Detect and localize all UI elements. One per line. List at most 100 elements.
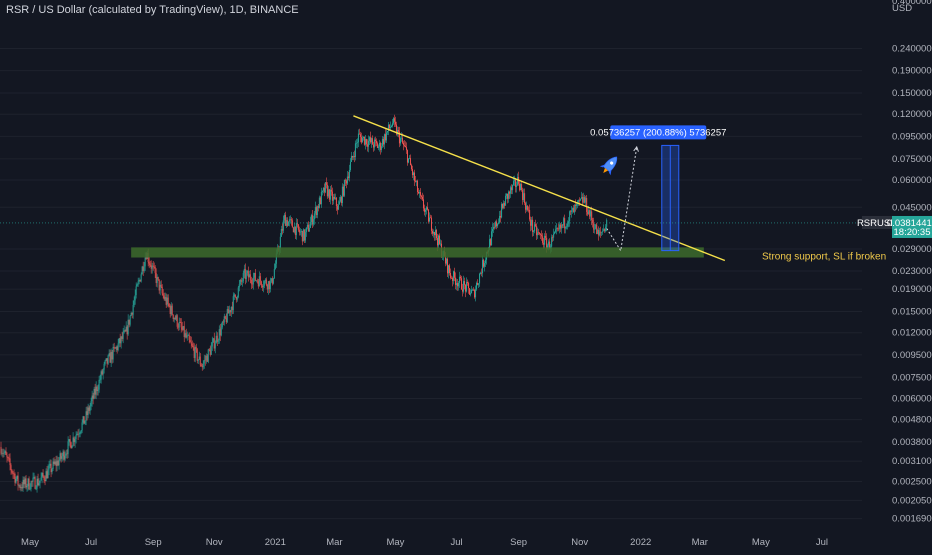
candle-body <box>470 293 472 295</box>
candle-body <box>312 219 314 225</box>
candle-body <box>364 139 366 145</box>
candle-body <box>594 228 596 230</box>
candle-body <box>43 476 45 480</box>
candle-body <box>410 165 412 170</box>
candle-body <box>42 473 44 477</box>
candle-body <box>269 281 271 290</box>
candle-body <box>241 281 243 282</box>
candle-body <box>30 481 32 489</box>
candle-body <box>64 455 66 460</box>
candle-body <box>284 214 286 226</box>
y-tick-label: 0.01900000 <box>892 284 932 295</box>
support-zone[interactable] <box>131 247 704 258</box>
candle-body <box>346 176 348 184</box>
candle-body <box>59 453 61 461</box>
candle-body <box>302 229 304 242</box>
candle-body <box>31 481 33 482</box>
candle-body <box>108 353 110 356</box>
candle-body <box>403 145 405 146</box>
candle-body <box>232 296 234 311</box>
candle-body <box>515 179 517 187</box>
candle-body <box>145 257 147 259</box>
candle-body <box>28 478 30 490</box>
candle-body <box>547 245 549 249</box>
candle-body <box>465 284 467 292</box>
candle-body <box>603 228 605 232</box>
candle-body <box>49 463 51 466</box>
candle-body <box>22 479 24 489</box>
candle-body <box>449 265 451 273</box>
y-tick-label: 0.02900000 <box>892 244 932 255</box>
candle-body <box>117 343 119 351</box>
candle-body <box>601 231 603 233</box>
x-tick-label: Sep <box>145 537 162 548</box>
candle-body <box>224 316 226 319</box>
candle-body <box>262 285 264 288</box>
candle-body <box>569 211 571 222</box>
candle-body <box>576 203 578 206</box>
candle-body <box>211 341 213 347</box>
candle-body <box>412 172 414 176</box>
candle-body <box>557 228 559 229</box>
x-tick-label: Jul <box>816 537 828 548</box>
candle-body <box>482 259 484 274</box>
time-axis[interactable]: May Jul Sep Nov 2021 Mar May Jul Sep Nov 2022 Mar Ma… <box>21 537 828 548</box>
candle-body <box>44 479 46 482</box>
candle-body <box>378 142 380 147</box>
candle-body <box>395 124 397 135</box>
candle-body <box>71 445 73 449</box>
candle-body <box>533 231 535 232</box>
candle-body <box>174 317 176 320</box>
candle-body <box>558 228 560 230</box>
candle-body <box>564 218 566 229</box>
candle-body <box>318 197 320 208</box>
candle-body <box>178 322 180 328</box>
candle-body <box>180 322 182 328</box>
candle-body <box>130 312 132 316</box>
candle-body <box>387 124 389 132</box>
candle-body <box>399 138 401 144</box>
candle-body <box>541 234 543 237</box>
candle-body <box>13 473 15 475</box>
candle-body <box>469 288 471 295</box>
y-tick-label: 0.06000000 <box>892 175 932 186</box>
candle-body <box>41 473 43 478</box>
grid-lines <box>0 47 862 520</box>
price-axis[interactable]: 0.40000000USD 0.24000000 0.19000000 0.15000… <box>892 0 932 525</box>
candle-body <box>499 215 501 223</box>
candle-body <box>390 125 392 127</box>
candle-body <box>107 355 109 364</box>
candle-body <box>265 279 267 286</box>
candle-body <box>349 161 351 171</box>
candle-body <box>239 279 241 285</box>
candle-body <box>353 156 355 158</box>
candle-body <box>36 478 38 489</box>
candle-body <box>292 227 294 233</box>
resistance-trendline[interactable] <box>353 115 726 262</box>
candle-body <box>86 411 88 416</box>
candle-body <box>394 121 396 125</box>
candle-body <box>216 335 218 342</box>
candle-body <box>141 266 143 275</box>
candle-body <box>144 257 146 267</box>
candle-body <box>127 319 129 335</box>
candle-body <box>171 305 173 315</box>
candle-body <box>485 259 487 264</box>
candle-body <box>168 303 170 307</box>
candle-body <box>343 179 345 196</box>
candle-body <box>571 210 573 212</box>
candle-body <box>260 281 262 286</box>
candle-body <box>219 329 221 336</box>
candle-body <box>604 228 606 232</box>
candle-body <box>405 147 407 151</box>
candle-body <box>563 218 565 226</box>
candle-body <box>205 355 207 361</box>
projection-path[interactable] <box>606 146 638 253</box>
candle-body <box>175 315 177 320</box>
candle-body <box>418 192 420 194</box>
candle-body <box>90 401 92 407</box>
candle-body <box>215 335 217 344</box>
candle-body <box>60 453 62 459</box>
